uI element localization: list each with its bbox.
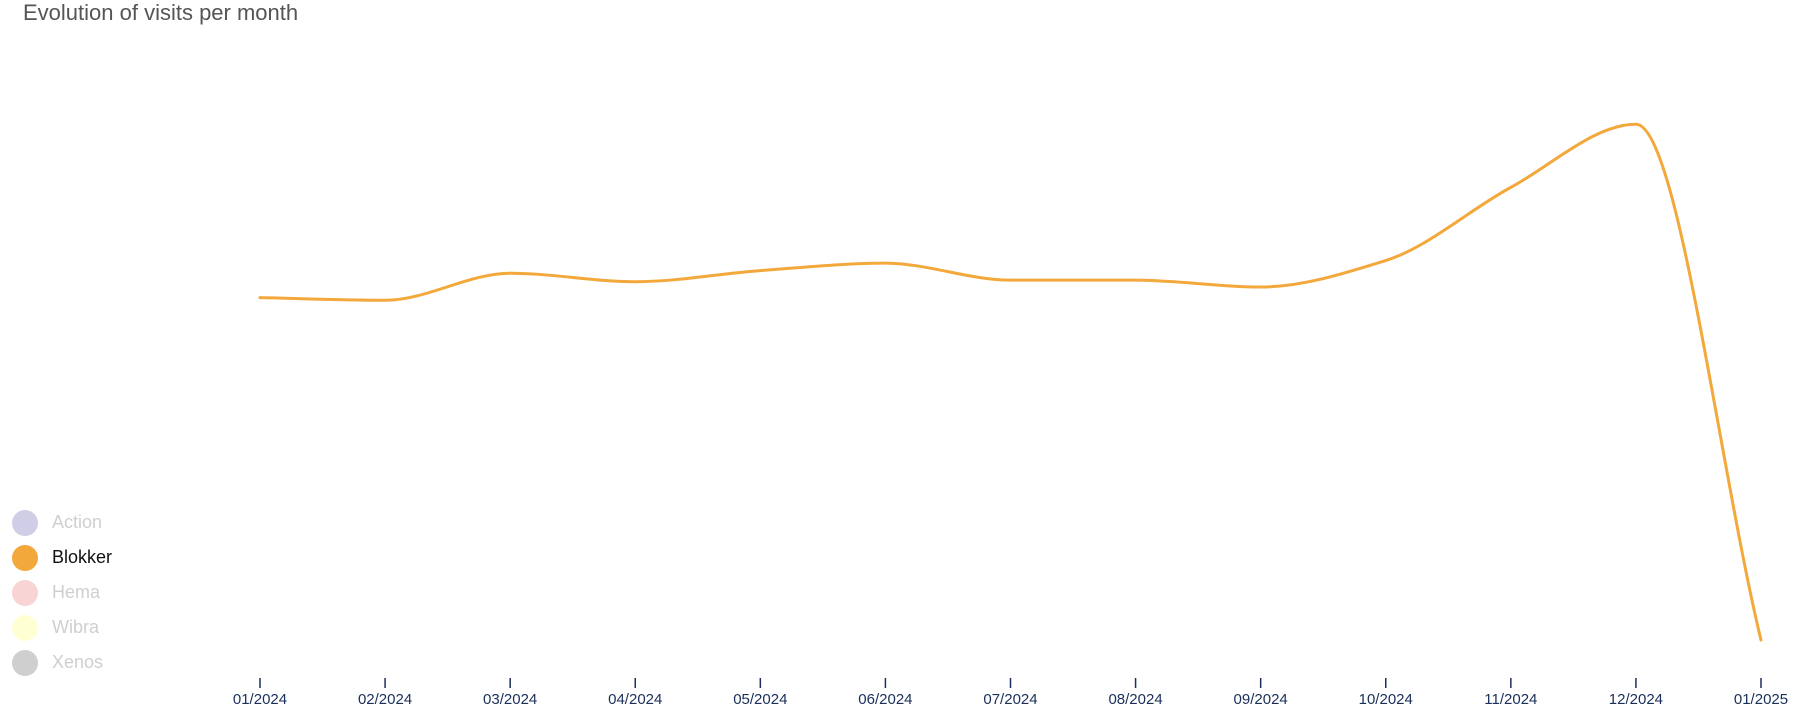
x-tick-label: 03/2024	[483, 691, 537, 708]
legend-swatch	[12, 649, 38, 676]
data-point[interactable]	[1505, 181, 1517, 193]
data-point[interactable]	[254, 292, 266, 304]
x-tick-label: 04/2024	[608, 691, 662, 708]
data-point[interactable]	[754, 265, 766, 277]
legend-item-blokker[interactable]: Blokker	[12, 540, 112, 575]
legend: Action Blokker Hema Wibra Xenos	[12, 505, 112, 680]
x-tick-label: 08/2024	[1108, 691, 1162, 708]
x-tick-label: 02/2024	[358, 691, 412, 708]
legend-label: Hema	[52, 582, 101, 602]
legend-label: Xenos	[52, 652, 104, 672]
data-point[interactable]	[504, 267, 516, 279]
legend-item-xenos[interactable]: Xenos	[12, 645, 112, 680]
x-axis: 01/2024 02/2024 03/2024 04/2024 05/2024 06/20…	[233, 678, 1788, 708]
legend-item-wibra[interactable]: Wibra	[12, 610, 112, 645]
legend-label: Action	[52, 512, 103, 532]
legend-swatch	[12, 509, 38, 536]
data-point[interactable]	[629, 276, 641, 288]
x-tick-label: 01/2024	[233, 691, 287, 708]
x-tick-label: 12/2024	[1609, 691, 1663, 708]
chart-title: Evolution of visits per month	[23, 0, 299, 25]
data-point[interactable]	[1005, 274, 1017, 286]
data-point[interactable]	[1630, 118, 1642, 130]
legend-label: Wibra	[52, 617, 100, 637]
legend-swatch	[12, 544, 38, 571]
x-tick-label: 01/2025	[1734, 691, 1788, 708]
data-point[interactable]	[379, 294, 391, 306]
legend-label: Blokker	[52, 547, 113, 567]
x-tick-label: 09/2024	[1234, 691, 1288, 708]
series-line-blokker[interactable]	[258, 122, 1763, 642]
legend-swatch	[12, 614, 38, 641]
series-layer	[254, 118, 1767, 646]
legend-item-hema[interactable]: Hema	[12, 575, 112, 610]
x-tick-label: 11/2024	[1484, 691, 1537, 708]
data-point[interactable]	[1255, 281, 1267, 293]
legend-swatch	[12, 579, 38, 606]
x-tick-label: 05/2024	[733, 691, 787, 708]
data-point[interactable]	[1130, 274, 1142, 286]
data-point[interactable]	[1380, 255, 1392, 267]
data-point[interactable]	[879, 257, 891, 269]
data-point[interactable]	[1755, 634, 1767, 646]
x-tick-label: 06/2024	[858, 691, 912, 708]
x-tick-label: 07/2024	[983, 691, 1037, 708]
legend-item-action[interactable]: Action	[12, 505, 112, 540]
x-tick-label: 10/2024	[1359, 691, 1413, 708]
